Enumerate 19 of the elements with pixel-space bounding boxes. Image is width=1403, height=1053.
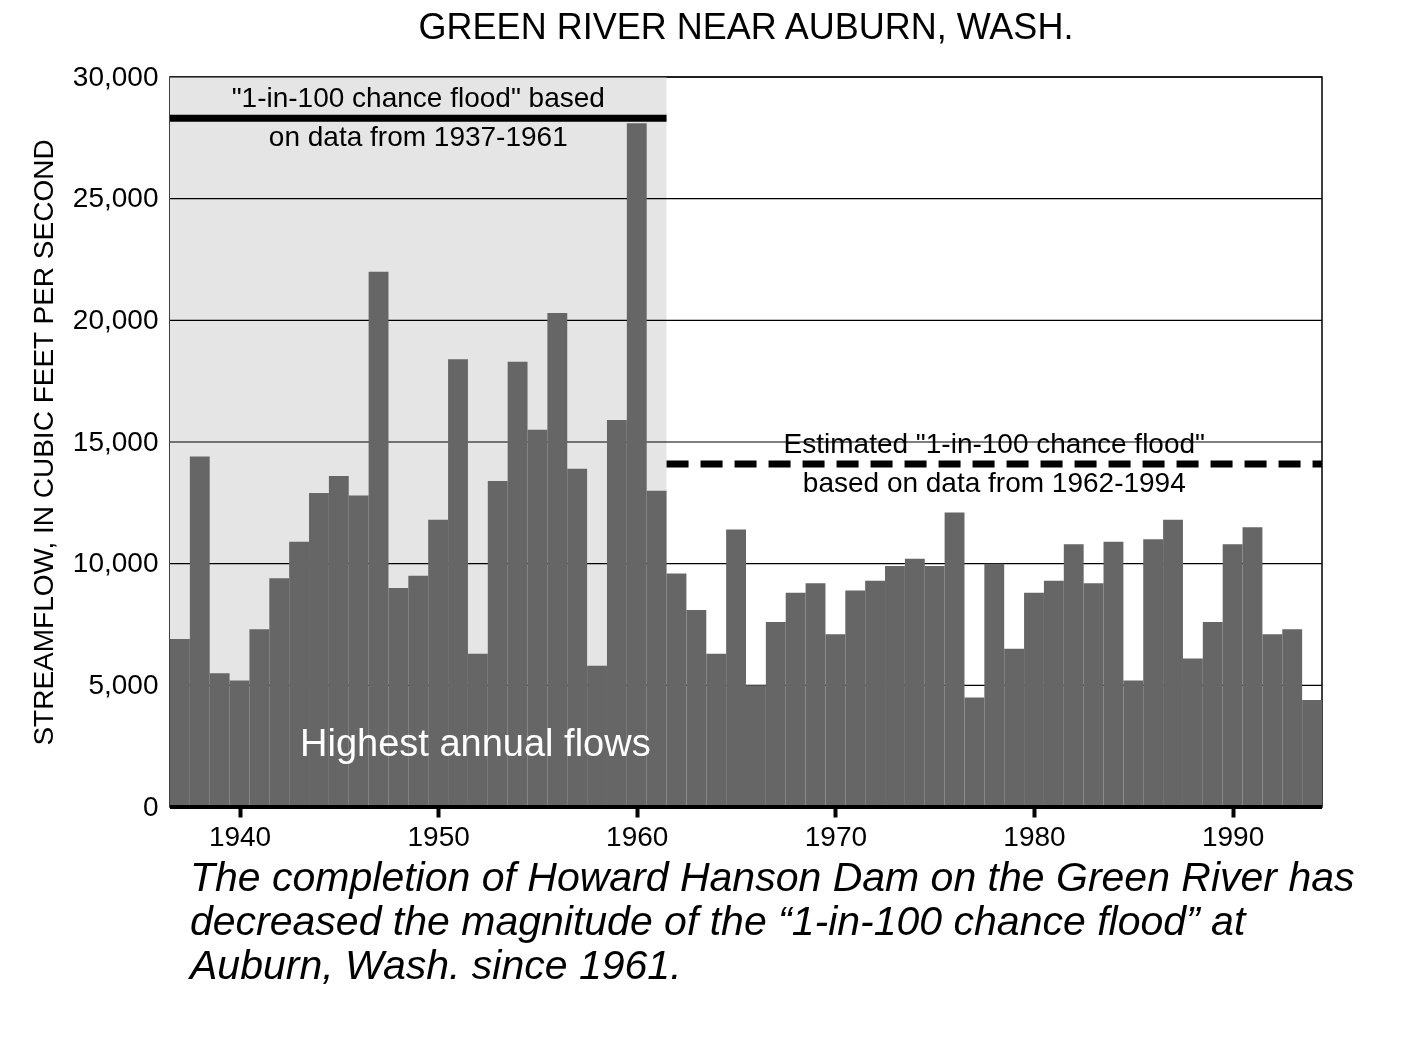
y-tick-label: 10,000 (72, 547, 159, 579)
x-tick-label: 1980 (1003, 820, 1066, 852)
text: The completion of Howard Hanson Dam on the Green River has decreased the magnitude of the “1-in-100 chance flood” at Auburn, Wash. since 1961. (190, 854, 1356, 988)
chart-title: GREEN RIVER NEAR AUBURN, WASH. (418, 6, 1074, 47)
y-tick-label: 15,000 (72, 425, 159, 457)
y-tick-label: 30,000 (72, 60, 159, 92)
x-tick-label: 1940 (208, 820, 272, 852)
x-tick-label: 1970 (804, 820, 868, 852)
x-tick-label: 1950 (407, 820, 470, 852)
y-tick-label: 20,000 (72, 303, 159, 335)
annotation: Highest annual flows (300, 722, 651, 764)
y-tick-label: 5,000 (88, 668, 159, 700)
y-tick-label: 25,000 (72, 182, 159, 214)
ref-line-label: "1-in-100 chance flood" based on data from 1937-1961 (231, 82, 605, 153)
y-tick-label: 0 (142, 790, 159, 822)
y-axis-title: STREAMFLOW, IN CUBIC FEET PER SECOND (27, 139, 59, 746)
ref-line-label: Estimated "1-in-100 chance flood" based on data from 1962-1994 (783, 427, 1205, 498)
x-tick-label: 1990 (1201, 820, 1265, 852)
x-tick-label: 1960 (606, 820, 669, 852)
